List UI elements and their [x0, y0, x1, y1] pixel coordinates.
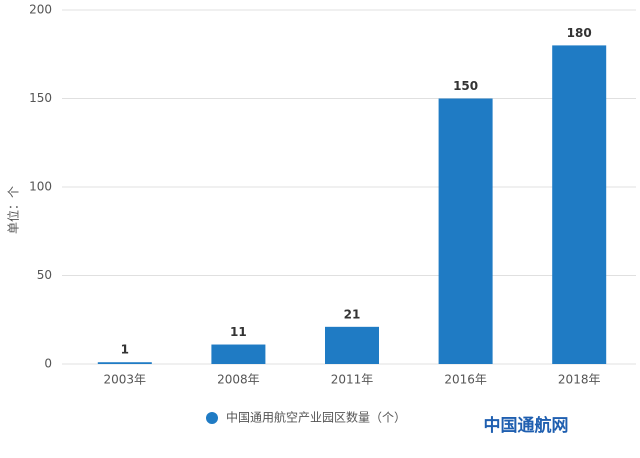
data-label: 1	[121, 343, 129, 357]
x-tick-label: 2003年	[104, 373, 147, 387]
legend-marker	[206, 412, 218, 424]
y-tick-label: 150	[29, 91, 52, 105]
x-tick-label: 2008年	[217, 373, 260, 387]
data-label: 11	[230, 325, 247, 339]
y-tick-label: 200	[29, 3, 52, 17]
bar	[97, 362, 152, 364]
bar	[438, 98, 493, 364]
data-label: 150	[453, 79, 478, 93]
y-tick-label: 100	[29, 180, 52, 194]
x-tick-label: 2018年	[558, 373, 601, 387]
data-label: 21	[344, 307, 361, 321]
bar	[552, 45, 607, 365]
legend-label: 中国通用航空产业园区数量（个）	[226, 410, 406, 425]
x-tick-label: 2011年	[331, 373, 374, 387]
y-tick-label: 0	[44, 357, 52, 371]
y-axis-label: 单位：个	[6, 186, 21, 234]
y-tick-label: 50	[37, 268, 52, 282]
bar	[325, 326, 379, 364]
watermark: 中国通航网	[484, 415, 569, 436]
x-tick-label: 2016年	[444, 373, 487, 387]
data-label: 180	[567, 26, 592, 40]
bar	[211, 344, 266, 364]
